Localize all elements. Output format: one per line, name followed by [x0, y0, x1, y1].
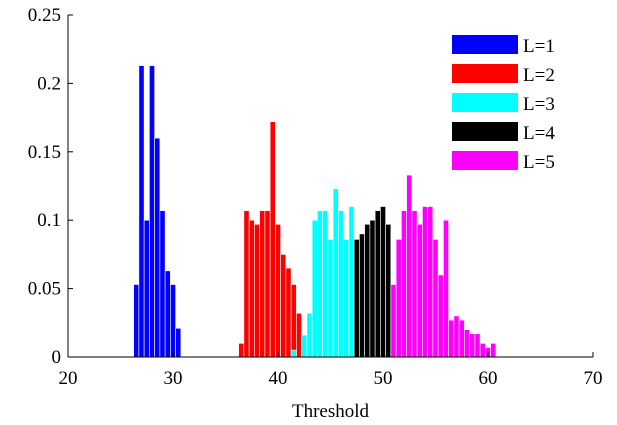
- x-tick-label: 40: [269, 368, 288, 389]
- bar: [259, 210, 266, 358]
- bar: [353, 239, 360, 358]
- bar: [464, 329, 470, 358]
- bar: [296, 312, 302, 358]
- bar: [422, 206, 428, 358]
- bar: [385, 224, 392, 358]
- legend-label: L=3: [523, 94, 555, 115]
- legend-item: L=3: [452, 93, 555, 115]
- bar: [374, 210, 381, 358]
- bar: [243, 210, 250, 358]
- bar: [275, 224, 281, 358]
- axes: [67, 15, 593, 358]
- bar: [264, 210, 271, 358]
- legend-item: L=5: [452, 151, 555, 173]
- y-tick-label: 0.25: [28, 5, 61, 26]
- bar: [280, 254, 287, 358]
- x-ticks: 20 30 40 50 60 70: [59, 352, 603, 389]
- bar: [453, 315, 460, 358]
- bar: [437, 274, 444, 358]
- bar: [248, 219, 255, 358]
- legend-item: L=4: [452, 122, 555, 144]
- x-tick-label: 50: [374, 368, 393, 389]
- x-tick-label: 60: [479, 368, 498, 389]
- y-tick-label: 0.2: [37, 73, 61, 94]
- x-tick-label: 20: [59, 368, 78, 389]
- x-axis-label: Threshold: [292, 401, 370, 422]
- y-tick-label: 0: [52, 347, 62, 368]
- bar: [338, 210, 344, 358]
- bar: [411, 210, 418, 358]
- bar: [380, 206, 386, 358]
- bar: [322, 210, 329, 358]
- bar: [469, 333, 476, 358]
- y-tick-label: 0.1: [37, 210, 61, 231]
- legend-label: L=2: [523, 65, 555, 86]
- legend-swatch: [452, 64, 518, 83]
- bar: [432, 239, 439, 358]
- series-2: [238, 121, 302, 358]
- bar: [149, 65, 155, 358]
- series-3: [290, 188, 355, 358]
- bar: [443, 219, 449, 358]
- bar: [343, 239, 350, 358]
- y-tick-label: 0.05: [28, 279, 61, 300]
- bar: [311, 219, 318, 358]
- bar: [332, 188, 339, 358]
- bar: [290, 284, 297, 358]
- bar: [327, 239, 334, 358]
- bar: [175, 327, 182, 358]
- bar: [479, 343, 486, 358]
- y-ticks: 0 0.05 0.1 0.15 0.2 0.25: [28, 5, 73, 368]
- legend-label: L=1: [523, 36, 555, 57]
- bar: [306, 312, 313, 358]
- bar: [317, 210, 323, 358]
- bar: [133, 284, 140, 358]
- bar: [458, 319, 465, 358]
- legend-swatch: [452, 35, 518, 54]
- bar: [138, 65, 145, 358]
- legend-label: L=5: [523, 152, 555, 173]
- bar: [170, 284, 176, 358]
- y-tick-label: 0.15: [28, 142, 61, 163]
- bar: [154, 137, 161, 358]
- legend-item: L=1: [452, 35, 555, 57]
- legend-swatch: [452, 151, 518, 170]
- bar: [159, 210, 166, 358]
- legend-label: L=4: [523, 123, 555, 144]
- bar: [416, 224, 423, 358]
- bar: [427, 206, 434, 358]
- bar: [364, 224, 371, 358]
- x-tick-label: 70: [584, 368, 603, 389]
- bar: [359, 233, 365, 358]
- plot-area: [133, 65, 497, 358]
- bar: [238, 343, 245, 358]
- bar: [290, 349, 297, 358]
- legend-swatch: [452, 93, 518, 112]
- bar: [401, 210, 407, 358]
- legend: L=1 L=2 L=3 L=4 L=5: [452, 35, 555, 173]
- legend-item: L=2: [452, 64, 555, 86]
- bar: [269, 121, 276, 358]
- bar: [164, 270, 171, 358]
- series-1: [133, 65, 182, 358]
- legend-swatch: [452, 122, 518, 141]
- bar: [490, 343, 497, 358]
- bar: [348, 206, 355, 358]
- series-5: [390, 174, 497, 358]
- bar: [448, 319, 455, 358]
- bar: [369, 219, 376, 358]
- x-tick-label: 30: [164, 368, 183, 389]
- bar: [301, 334, 308, 358]
- series-4: [353, 206, 397, 358]
- bar: [406, 174, 413, 358]
- bar: [390, 284, 397, 358]
- bar: [254, 224, 260, 358]
- bar: [143, 219, 150, 358]
- bar: [395, 239, 402, 358]
- bar: [285, 267, 292, 358]
- bar: [474, 333, 481, 358]
